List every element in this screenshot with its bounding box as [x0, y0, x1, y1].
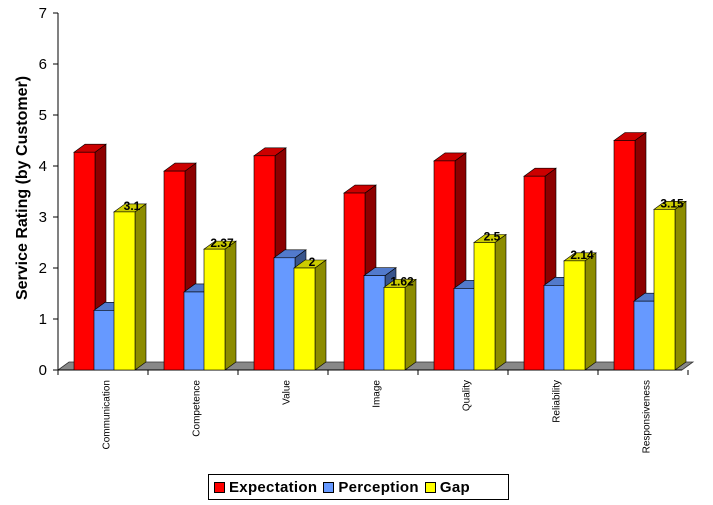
y-axis-title: Service Rating (by Customer): [14, 76, 31, 300]
y-tick-label: 6: [39, 56, 47, 73]
bar-front: [73, 151, 96, 371]
bar-front: [273, 257, 296, 371]
y-tick-label: 7: [39, 5, 47, 22]
y-tick-label: 3: [39, 209, 47, 226]
x-category-label: Quality: [462, 380, 473, 411]
bar-gap-reliability: [563, 252, 597, 371]
bar-side: [314, 259, 327, 371]
bar-front: [563, 260, 586, 371]
x-category-label: Value: [282, 380, 293, 405]
legend: Expectation Perception Gap: [208, 474, 509, 500]
bar-gap-communication: [113, 203, 147, 371]
y-tick-label: 0: [39, 362, 47, 379]
x-category-label: Reliability: [552, 380, 563, 423]
x-category-label: Responsiveness: [642, 380, 653, 453]
legend-item-perception: Perception: [323, 479, 419, 496]
bar-front: [543, 285, 566, 371]
legend-swatch-expectation: [214, 481, 225, 493]
legend-item-expectation: Expectation: [214, 479, 317, 496]
bars-group: [73, 131, 687, 371]
bar-gap-quality: [473, 233, 507, 371]
bar-front: [113, 211, 136, 371]
legend-label-expectation: Expectation: [229, 478, 318, 496]
legend-item-gap: Gap: [424, 478, 470, 496]
bar-front: [433, 160, 456, 371]
x-category-label: Communication: [102, 380, 113, 449]
bar-side: [134, 203, 147, 371]
y-tick-label: 5: [39, 107, 47, 124]
bar-front: [343, 192, 366, 371]
bar-front: [473, 242, 496, 371]
bar-gap-responsiveness: [653, 200, 687, 371]
legend-label-perception: Perception: [338, 478, 419, 496]
bar-side: [584, 252, 597, 371]
bar-front: [203, 248, 226, 371]
data-label-gap: 1.62: [390, 274, 414, 288]
data-label-gap: 2.5: [484, 230, 501, 244]
bar-front: [163, 170, 186, 371]
bar-gap-value: [293, 259, 327, 371]
bar-front: [293, 267, 316, 371]
y-tick-label: 1: [39, 311, 47, 328]
legend-swatch-gap: [424, 481, 436, 493]
bar-front: [93, 310, 116, 371]
bar-side: [404, 278, 417, 371]
bar-front: [383, 287, 406, 371]
legend-swatch-perception: [323, 481, 335, 493]
data-label-gap: 2.37: [210, 236, 234, 250]
bar-front: [253, 155, 276, 371]
bar-front: [653, 209, 676, 371]
y-tick-label: 2: [39, 260, 47, 277]
bar-front: [613, 140, 636, 371]
bar-side: [494, 233, 507, 371]
data-label-gap: 3.1: [124, 199, 141, 213]
axis-group: 0 1 2 3 4 5 6 7: [39, 5, 59, 379]
bar-gap-image: [383, 278, 417, 371]
bar-side: [224, 240, 237, 371]
bar-gap-competence: [203, 240, 237, 371]
legend-label-gap: Gap: [439, 478, 470, 496]
bar-front: [183, 291, 206, 371]
data-label-gap: 3.15: [660, 196, 684, 210]
data-label-gap: 2.14: [570, 248, 594, 262]
labels-group: Communication Competence Value Image Quality…: [102, 196, 685, 453]
bar-front: [523, 175, 546, 371]
bar-front: [363, 275, 386, 371]
bar-side: [674, 200, 687, 371]
x-category-label: Competence: [192, 380, 203, 437]
bar-front: [453, 288, 476, 371]
y-tick-label: 4: [39, 158, 47, 175]
x-category-label: Image: [372, 380, 383, 408]
data-label-gap: 2: [309, 255, 316, 269]
bar-front: [633, 300, 656, 371]
